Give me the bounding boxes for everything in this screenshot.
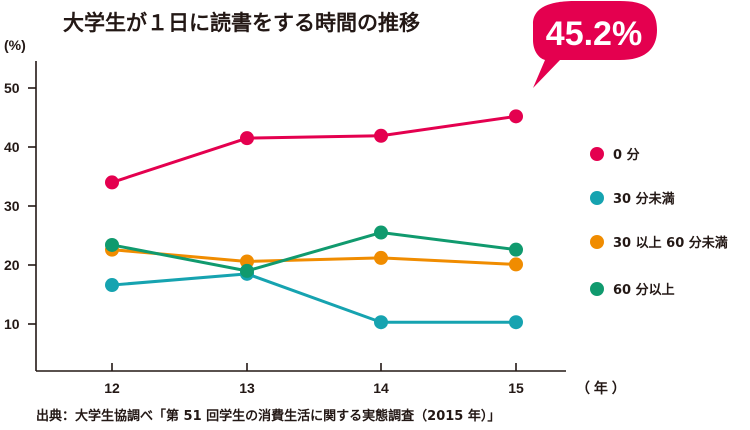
data-point-s2-15 — [509, 257, 523, 272]
data-point-s1-14 — [374, 315, 388, 330]
y-tick-label: 10 — [4, 316, 20, 332]
data-point-s3-14 — [374, 225, 388, 240]
legend-label-1: 30 分未満 — [613, 191, 675, 207]
data-point-s3-12 — [105, 237, 119, 252]
x-ticks: 12 13 14 15 — [104, 363, 524, 396]
callout: 45.2% — [533, 1, 657, 88]
series-line-3 — [111, 231, 517, 273]
data-point-s3-13 — [240, 263, 254, 278]
legend-marker-2 — [590, 235, 604, 249]
legend-marker-0 — [590, 147, 604, 161]
legend: 0 分 30 分未満 30 以上 60 分未満 60 分以上 — [590, 147, 728, 298]
data-point-s3-15 — [509, 242, 523, 257]
chart-title: 大学生が１日に読書をする時間の推移 — [63, 11, 420, 35]
data-point-s1-15 — [509, 315, 523, 330]
series-points — [105, 109, 523, 330]
legend-marker-3 — [590, 282, 604, 296]
legend-label-3: 60 分以上 — [613, 282, 675, 298]
y-tick-label: 40 — [4, 139, 20, 155]
series-line-0 — [111, 114, 517, 184]
callout-text: 45.2% — [546, 15, 642, 53]
callout-bubble — [533, 1, 657, 88]
data-point-s0-13 — [240, 131, 254, 146]
x-tick-label: 14 — [373, 380, 389, 396]
legend-label-2: 30 以上 60 分未満 — [613, 235, 728, 251]
y-axis-unit: (%) — [4, 37, 26, 53]
y-ticks: 10 20 30 40 50 — [4, 80, 36, 332]
legend-label-0: 0 分 — [613, 147, 640, 163]
data-point-s1-12 — [105, 278, 119, 293]
series-line-1 — [111, 272, 516, 324]
data-point-s2-14 — [374, 250, 388, 265]
y-tick-label: 50 — [4, 80, 20, 96]
x-tick-label: 12 — [104, 380, 120, 396]
y-tick-label: 30 — [4, 198, 20, 214]
series-line-2 — [111, 248, 517, 266]
series-lines — [111, 114, 517, 324]
source-note: 出典：大学生協調べ「第 51 回学生の消費生活に関する実態調査（2015 年）」 — [36, 408, 500, 424]
legend-marker-1 — [590, 191, 604, 205]
data-point-s0-15 — [509, 109, 523, 124]
x-axis-unit: （ 年 ） — [576, 380, 626, 396]
x-tick-label: 13 — [239, 380, 255, 396]
x-tick-label: 15 — [508, 380, 524, 396]
y-tick-label: 20 — [4, 257, 20, 273]
data-point-s0-14 — [374, 128, 388, 143]
data-point-s0-12 — [105, 175, 119, 190]
